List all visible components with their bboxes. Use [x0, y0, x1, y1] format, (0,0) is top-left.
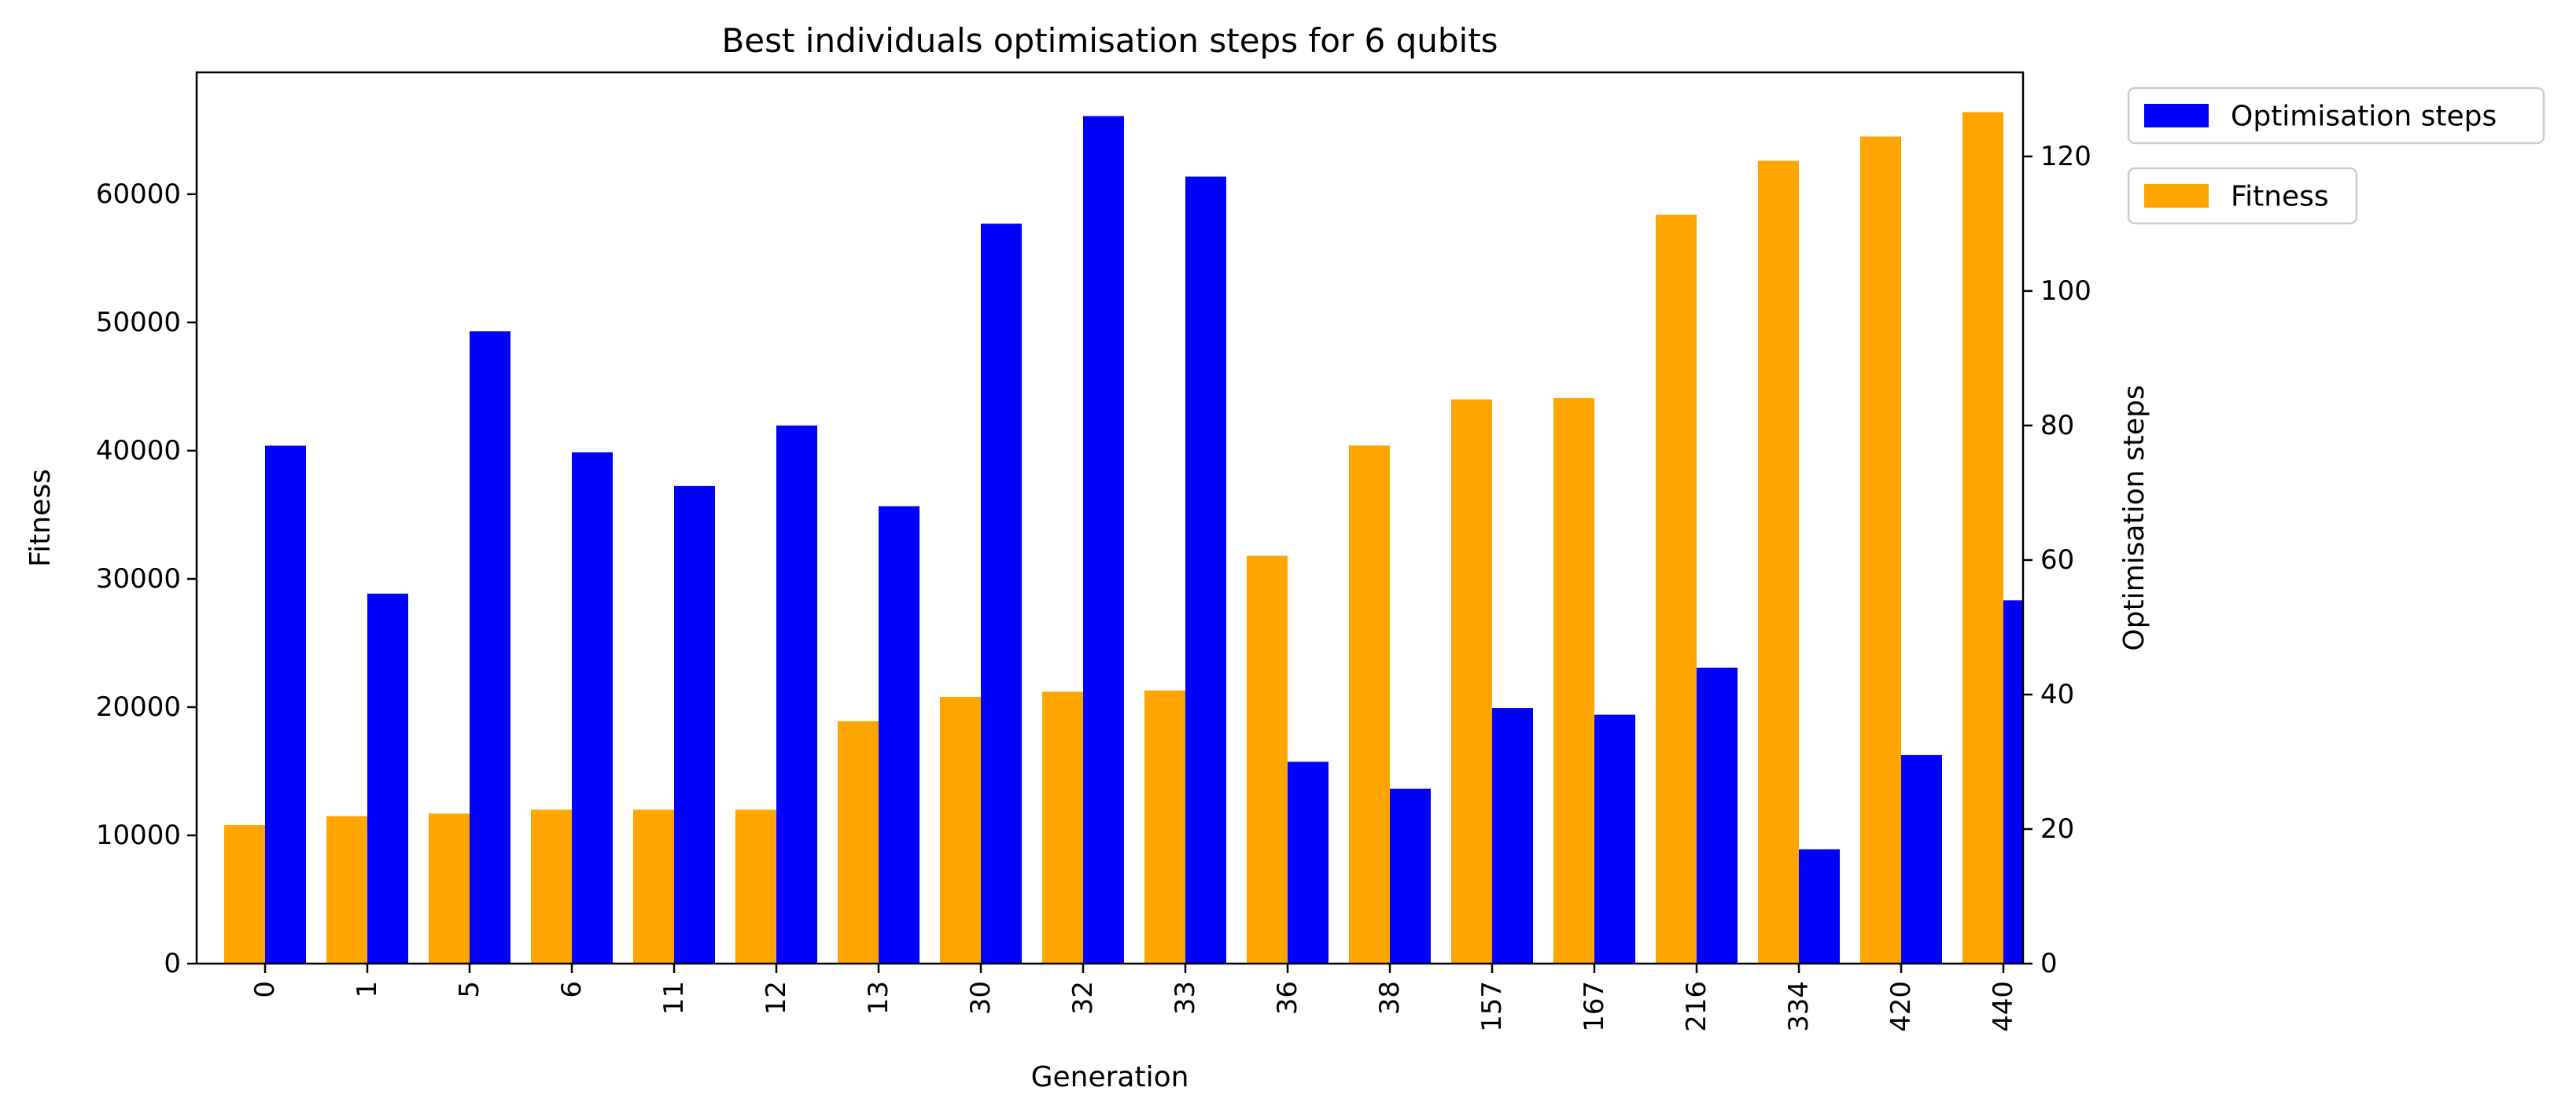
x-tick-label: 0	[249, 981, 281, 998]
x-tick-label: 1	[352, 981, 383, 998]
plot-frame	[195, 71, 2025, 965]
bar-fitness-420	[1860, 136, 1901, 964]
bar-fitness-440	[1962, 112, 2003, 964]
bar-optimisation-steps-30	[981, 223, 1022, 964]
right-y-axis-label: Optimisation steps	[2118, 385, 2150, 651]
x-tick-label: 157	[1476, 981, 1508, 1032]
bar-fitness-33	[1144, 690, 1185, 964]
bar-optimisation-steps-33	[1185, 176, 1226, 964]
x-tick-label: 216	[1681, 981, 1712, 1032]
bar-optimisation-steps-36	[1288, 761, 1329, 964]
chart-title: Best individuals optimisation steps for …	[721, 21, 1498, 60]
bar-fitness-0	[224, 824, 265, 964]
left-y-tick-label: 50000	[96, 307, 181, 338]
bar-optimisation-steps-167	[1594, 714, 1635, 964]
bar-optimisation-steps-11	[674, 485, 715, 964]
bar-fitness-1	[326, 816, 367, 964]
legend: Optimisation steps Fitness	[2127, 87, 2545, 225]
bar-optimisation-steps-157	[1492, 708, 1533, 964]
bar-fitness-13	[838, 721, 879, 964]
legend-box	[2127, 87, 2545, 145]
bar-optimisation-steps-5	[470, 331, 510, 964]
x-tick-label: 30	[965, 981, 997, 1015]
legend-label: Optimisation steps	[2231, 101, 2497, 133]
x-tick-label: 420	[1885, 981, 1917, 1032]
bar-fitness-157	[1451, 399, 1492, 964]
left-y-tick-label: 10000	[96, 820, 181, 851]
x-tick-label: 11	[658, 981, 690, 1015]
bar-fitness-11	[633, 809, 674, 964]
right-y-tick-label: 40	[2040, 679, 2074, 710]
left-y-tick-label: 40000	[96, 435, 181, 466]
bar-optimisation-steps-1	[367, 593, 408, 964]
left-y-axis: 0 10000 20000 30000 40000 50000 60000	[96, 179, 197, 979]
right-y-tick-label: 80	[2040, 410, 2074, 441]
legend-box	[2127, 167, 2358, 225]
bar-optimisation-steps-38	[1390, 788, 1431, 964]
right-y-tick-label: 20	[2040, 813, 2074, 845]
x-tick-label: 167	[1579, 981, 1610, 1032]
bar-optimisation-steps-12	[776, 425, 817, 964]
legend-label: Fitness	[2231, 181, 2329, 213]
bar-optimisation-steps-6	[572, 452, 613, 964]
bar-optimisation-steps-216	[1697, 667, 1738, 964]
right-y-tick-label: 60	[2040, 544, 2074, 576]
bar-fitness-38	[1349, 445, 1390, 964]
bar-fitness-36	[1247, 555, 1288, 964]
x-tick-label: 440	[1988, 981, 2019, 1032]
bar-fitness-167	[1553, 398, 1594, 964]
left-y-axis-label: Fitness	[24, 469, 57, 567]
bar-fitness-5	[429, 813, 470, 964]
bar-fitness-334	[1758, 160, 1799, 964]
bar-optimisation-steps-420	[1901, 754, 1942, 964]
left-y-tick-label: 60000	[96, 179, 181, 210]
right-y-axis: 0 20 40 60 80 100 120	[2023, 141, 2091, 979]
x-tick-label: 6	[556, 981, 588, 998]
right-y-tick-label: 0	[2040, 948, 2058, 979]
left-y-tick-label: 30000	[96, 563, 181, 595]
bars-group	[224, 112, 2023, 964]
left-y-tick-label: 20000	[96, 691, 181, 723]
bar-optimisation-steps-13	[879, 506, 919, 964]
bar-fitness-32	[1042, 691, 1083, 964]
bar-fitness-12	[735, 809, 776, 964]
legend-item-fitness: Fitness	[2127, 167, 2358, 225]
x-tick-label: 38	[1374, 981, 1406, 1015]
bar-optimisation-steps-0	[265, 445, 306, 964]
bar-optimisation-steps-32	[1083, 116, 1124, 964]
legend-item-optimisation-steps: Optimisation steps	[2127, 87, 2545, 145]
bar-optimisation-steps-440	[2003, 600, 2023, 964]
x-tick-label: 12	[761, 981, 792, 1015]
x-tick-label: 334	[1783, 981, 1815, 1032]
bar-optimisation-steps-334	[1799, 849, 1840, 964]
x-tick-label: 33	[1170, 981, 1201, 1015]
x-tick-label: 5	[454, 981, 485, 998]
x-tick-label: 36	[1272, 981, 1303, 1015]
bar-fitness-6	[531, 809, 572, 964]
legend-swatch	[2144, 184, 2209, 208]
x-axis: 0 1 5 6 11 12 13 30 32 33 36 38 157 167 216 334 420 440	[249, 964, 2019, 1032]
right-y-tick-label: 100	[2040, 275, 2091, 307]
x-tick-label: 32	[1067, 981, 1099, 1015]
bar-fitness-30	[940, 696, 981, 964]
bar-fitness-216	[1656, 214, 1697, 964]
x-axis-label: Generation	[1031, 1061, 1189, 1093]
x-tick-label: 13	[863, 981, 894, 1015]
right-y-tick-label: 120	[2040, 141, 2091, 172]
left-y-tick-label: 0	[164, 948, 181, 979]
legend-swatch	[2144, 104, 2209, 127]
